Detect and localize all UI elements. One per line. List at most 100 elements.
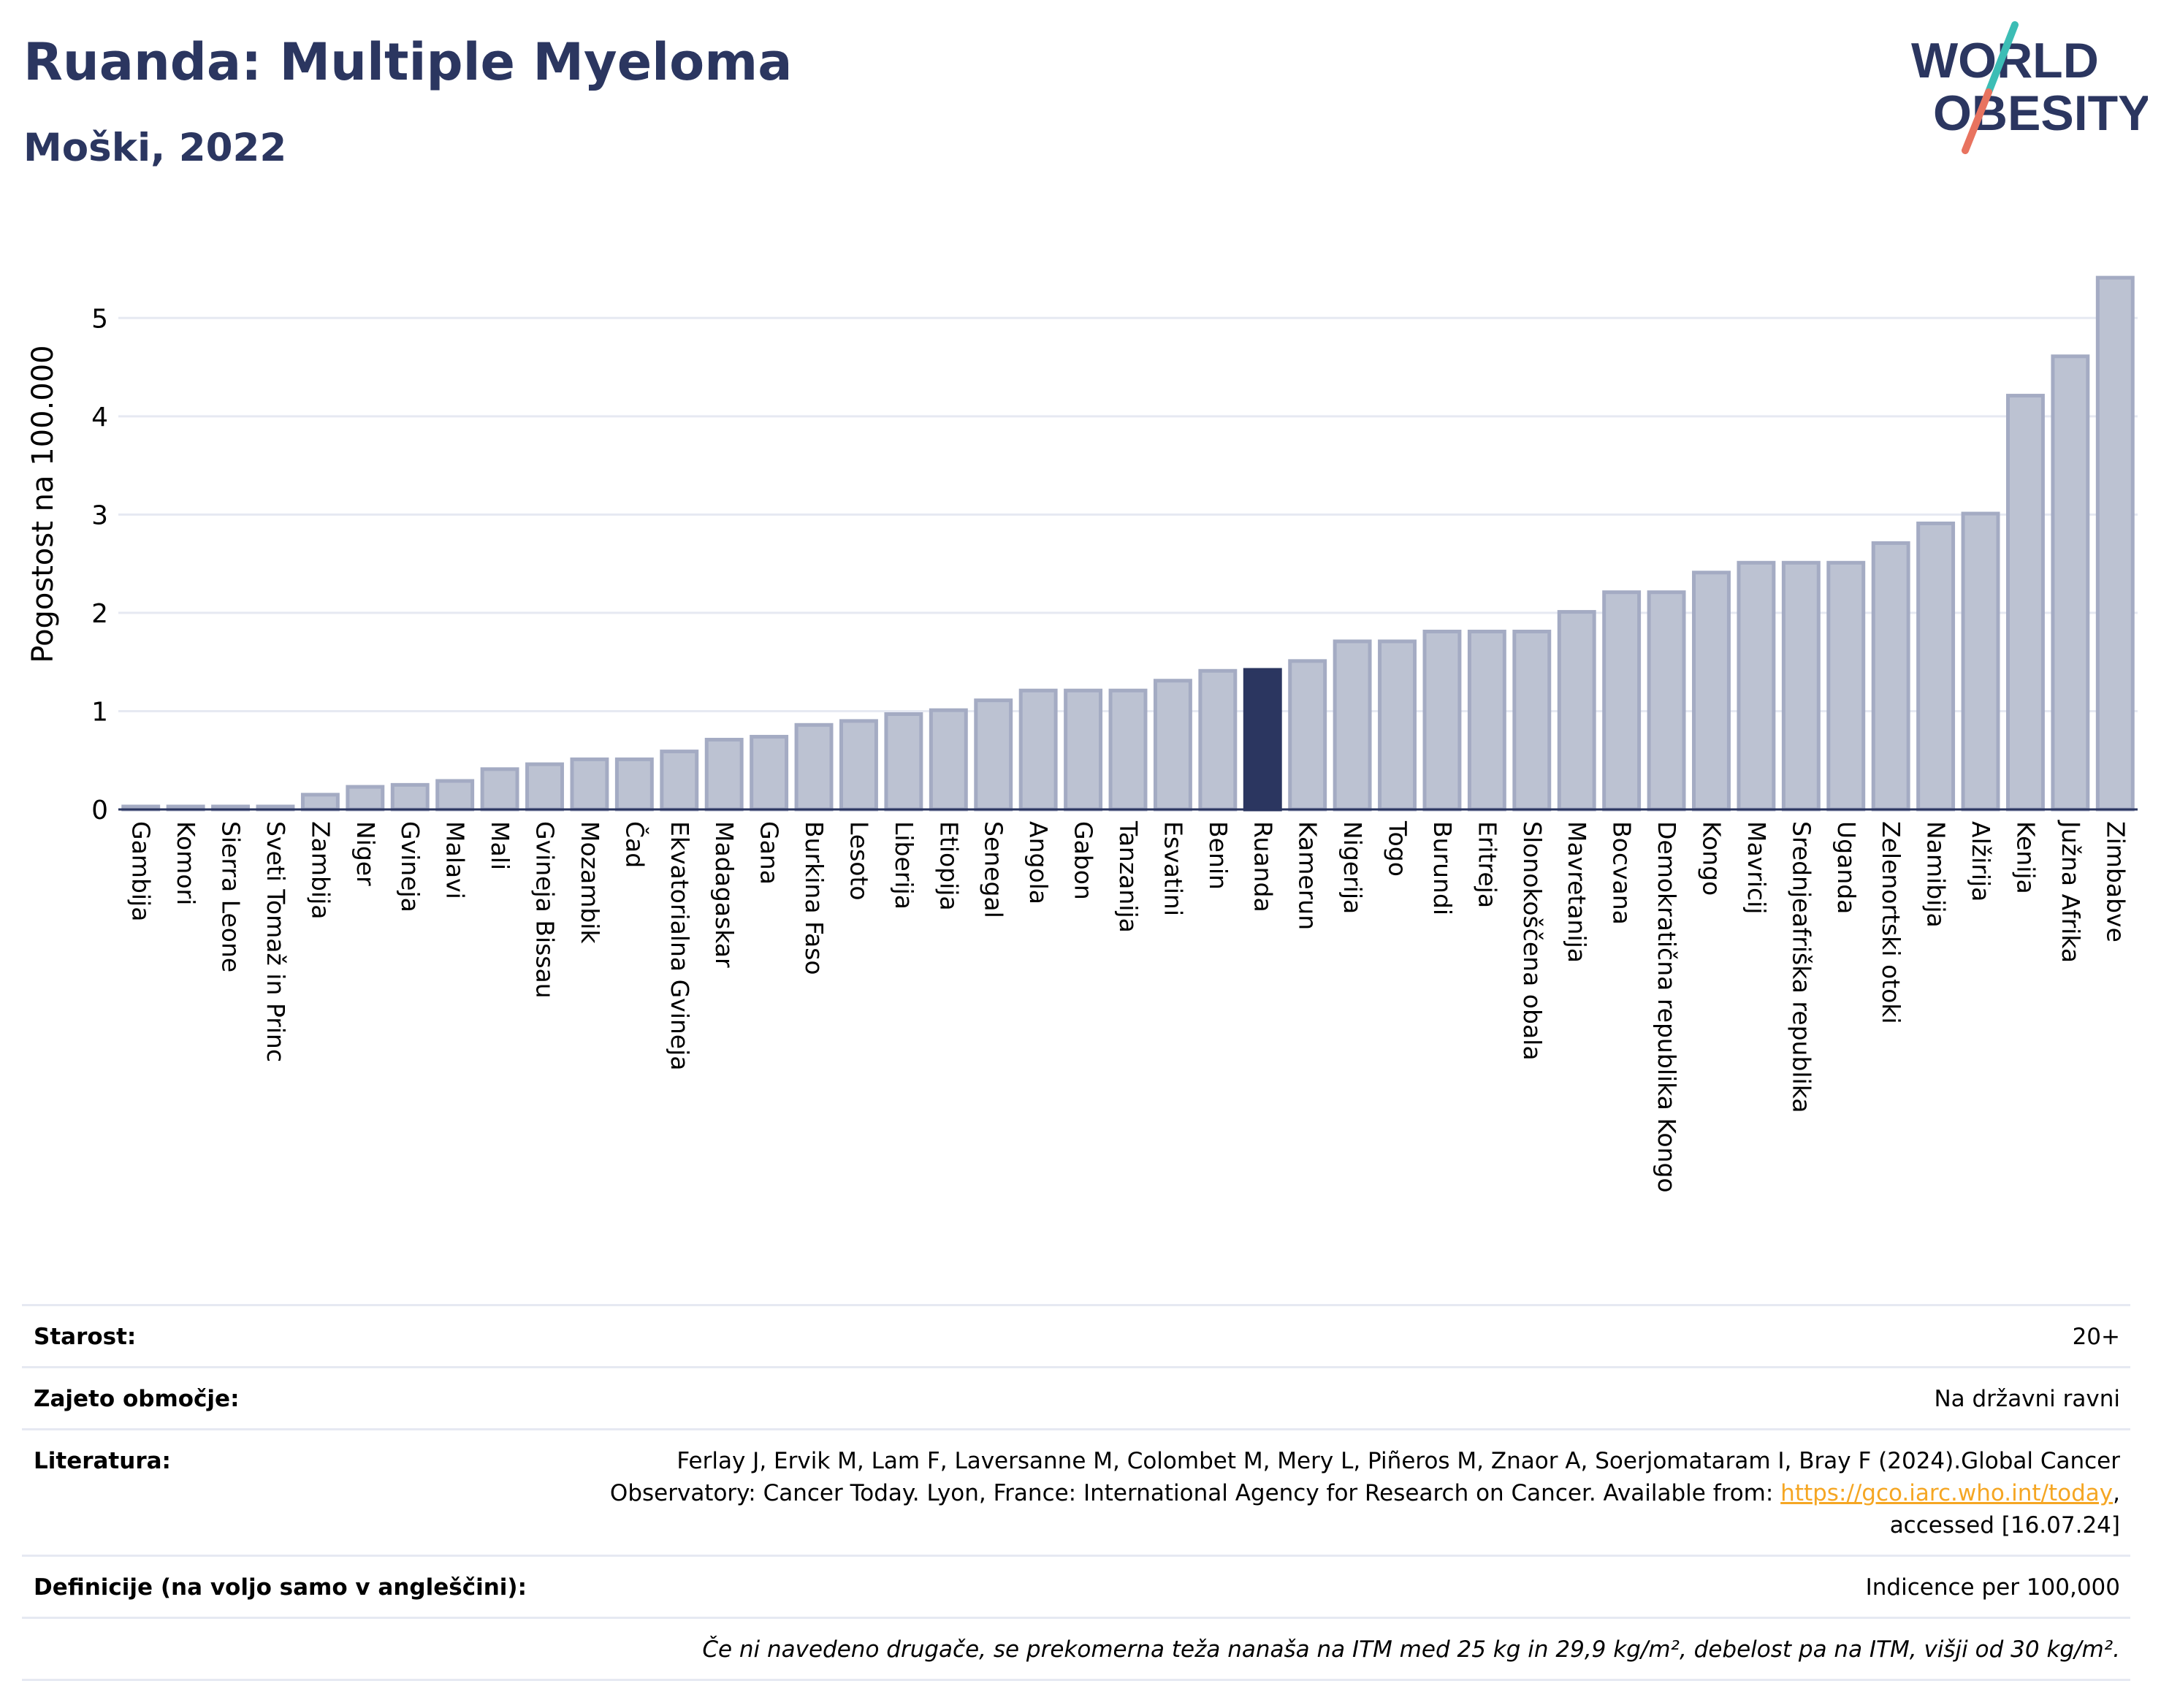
bar bbox=[570, 757, 609, 812]
coverage-value: Na državni ravni bbox=[1934, 1386, 2120, 1412]
coverage-label: Zajeto območje: bbox=[34, 1386, 240, 1412]
x-tick-label: Lesoto bbox=[845, 821, 873, 901]
logo-slash-coral bbox=[1962, 88, 1992, 154]
meta-row-definitions: Definicije (na voljo samo v angleščini):… bbox=[22, 1555, 2130, 1617]
x-tick-label: Senegal bbox=[980, 821, 1008, 918]
x-tick-label: Uganda bbox=[1832, 821, 1861, 914]
y-tick-label: 2 bbox=[91, 599, 108, 629]
bar bbox=[346, 785, 385, 812]
x-tick-label: Kongo bbox=[1697, 821, 1726, 896]
bar-chart: 0 1 2 3 4 5 Gambija Komori Sierra Leone Sveti To… bbox=[26, 275, 2138, 1193]
bar bbox=[974, 698, 1013, 812]
bar bbox=[1378, 639, 1417, 812]
bar bbox=[435, 779, 475, 812]
footnote: Če ni navedeno drugače, se prekomerna te… bbox=[702, 1636, 2120, 1663]
logo-slash-teal bbox=[1985, 21, 2019, 96]
y-tick-label: 0 bbox=[91, 796, 108, 826]
x-axis-labels: Gambija Komori Sierra Leone Sveti Tomaž in … bbox=[127, 820, 2130, 1193]
y-axis-ticks: 0 1 2 3 4 5 bbox=[91, 304, 108, 826]
bar bbox=[1602, 590, 1642, 812]
x-tick-label: Tanzanija bbox=[1114, 820, 1143, 933]
logo-text-obesity: OBESITY bbox=[1933, 85, 2148, 141]
bar bbox=[839, 719, 878, 812]
meta-row-note: Če ni navedeno drugače, se prekomerna te… bbox=[22, 1617, 2130, 1681]
bar bbox=[480, 767, 519, 812]
x-tick-label: Srednjeafriška republika bbox=[1787, 821, 1815, 1113]
bar bbox=[750, 734, 789, 812]
y-tick-label: 3 bbox=[91, 500, 108, 530]
x-tick-label: Nigerija bbox=[1338, 821, 1367, 914]
x-tick-label: Gana bbox=[755, 821, 784, 885]
x-tick-label: Komori bbox=[172, 821, 200, 905]
x-tick-label: Mavricij bbox=[1742, 821, 1771, 914]
bar bbox=[614, 757, 654, 812]
x-tick-label: Zambija bbox=[306, 821, 335, 919]
bar bbox=[1692, 571, 1731, 812]
bars bbox=[118, 275, 2138, 812]
world-obesity-logo: WORLD OBESITY bbox=[1911, 21, 2148, 154]
chart-subtitle: Moški, 2022 bbox=[23, 126, 287, 170]
literature-text: Ferlay J, Ervik M, Lam F, Laversanne M, … bbox=[609, 1448, 2120, 1506]
x-tick-label: Demokratična republika Kongo bbox=[1653, 821, 1681, 1193]
x-tick-label: Južna Afrika bbox=[2057, 820, 2085, 963]
bar bbox=[1108, 688, 1148, 812]
x-tick-label: Gvineja bbox=[396, 821, 424, 912]
bar bbox=[1961, 511, 2000, 812]
x-tick-label: Gabon bbox=[1070, 821, 1098, 900]
bar bbox=[1198, 668, 1238, 812]
bar bbox=[704, 737, 744, 812]
x-tick-label: Malavi bbox=[441, 821, 470, 899]
bar bbox=[1781, 560, 1821, 812]
literature-tail: , accessed [16.07.24] bbox=[1889, 1480, 2120, 1539]
x-tick-label: Madagaskar bbox=[710, 821, 739, 968]
x-tick-label: Angola bbox=[1024, 821, 1053, 904]
bar bbox=[1512, 629, 1552, 812]
x-tick-label: Eritreja bbox=[1473, 821, 1501, 908]
literature-link[interactable]: https://gco.iarc.who.int/today bbox=[1780, 1480, 2114, 1506]
meta-row-literature: Literatura: Ferlay J, Ervik M, Lam F, La… bbox=[22, 1428, 2130, 1555]
bar bbox=[929, 708, 968, 812]
bar bbox=[1333, 639, 1372, 812]
x-tick-label: Mavretanija bbox=[1563, 821, 1591, 963]
bar bbox=[2005, 394, 2045, 812]
bar bbox=[1647, 590, 1686, 812]
bar bbox=[660, 750, 699, 812]
y-tick-label: 5 bbox=[91, 304, 108, 334]
x-tick-label: Esvatini bbox=[1159, 821, 1187, 916]
bar bbox=[1288, 659, 1327, 812]
x-tick-label: Liberija bbox=[890, 821, 918, 910]
bar bbox=[1737, 560, 1776, 812]
x-tick-label: Sierra Leone bbox=[217, 821, 245, 972]
x-tick-label: Bocvana bbox=[1608, 821, 1636, 925]
definitions-label: Definicije (na voljo samo v angleščini): bbox=[34, 1574, 527, 1601]
metadata-table: Starost: 20+ Zajeto območje: Na državni … bbox=[22, 1304, 2130, 1681]
bar bbox=[525, 762, 564, 812]
bar bbox=[390, 782, 430, 812]
bar bbox=[1153, 679, 1192, 812]
x-tick-label: Gvineja Bissau bbox=[531, 821, 560, 999]
age-label: Starost: bbox=[34, 1324, 137, 1350]
x-tick-label: Alžirija bbox=[1967, 821, 1995, 901]
bar bbox=[1871, 541, 1910, 812]
bar bbox=[1467, 629, 1506, 812]
x-tick-label: Burkina Faso bbox=[800, 821, 828, 975]
x-tick-label: Čad bbox=[620, 821, 649, 868]
literature-label: Literatura: bbox=[34, 1448, 171, 1474]
literature-value: Ferlay J, Ervik M, Lam F, Laversanne M, … bbox=[34, 1445, 2120, 1541]
bar-highlight bbox=[1243, 668, 1282, 812]
x-tick-label: Zelenortski otoki bbox=[1877, 821, 1905, 1024]
age-value: 20+ bbox=[2072, 1324, 2120, 1350]
meta-row-age: Starost: 20+ bbox=[22, 1304, 2130, 1366]
bar bbox=[1064, 688, 1103, 812]
x-tick-label: Kamerun bbox=[1294, 821, 1322, 930]
x-tick-label: Ruanda bbox=[1249, 821, 1277, 912]
x-tick-label: Namibija bbox=[1922, 821, 1951, 928]
x-tick-label: Kenija bbox=[2011, 821, 2040, 894]
x-tick-label: Burundi bbox=[1428, 821, 1457, 915]
y-axis-label: Pogostost na 100.000 bbox=[26, 345, 60, 663]
x-tick-label: Etiopija bbox=[934, 821, 963, 911]
bar bbox=[1422, 629, 1462, 812]
y-tick-label: 4 bbox=[91, 403, 108, 432]
bar bbox=[884, 712, 923, 812]
x-tick-label: Ekvatorialna Gvineja bbox=[666, 821, 694, 1070]
